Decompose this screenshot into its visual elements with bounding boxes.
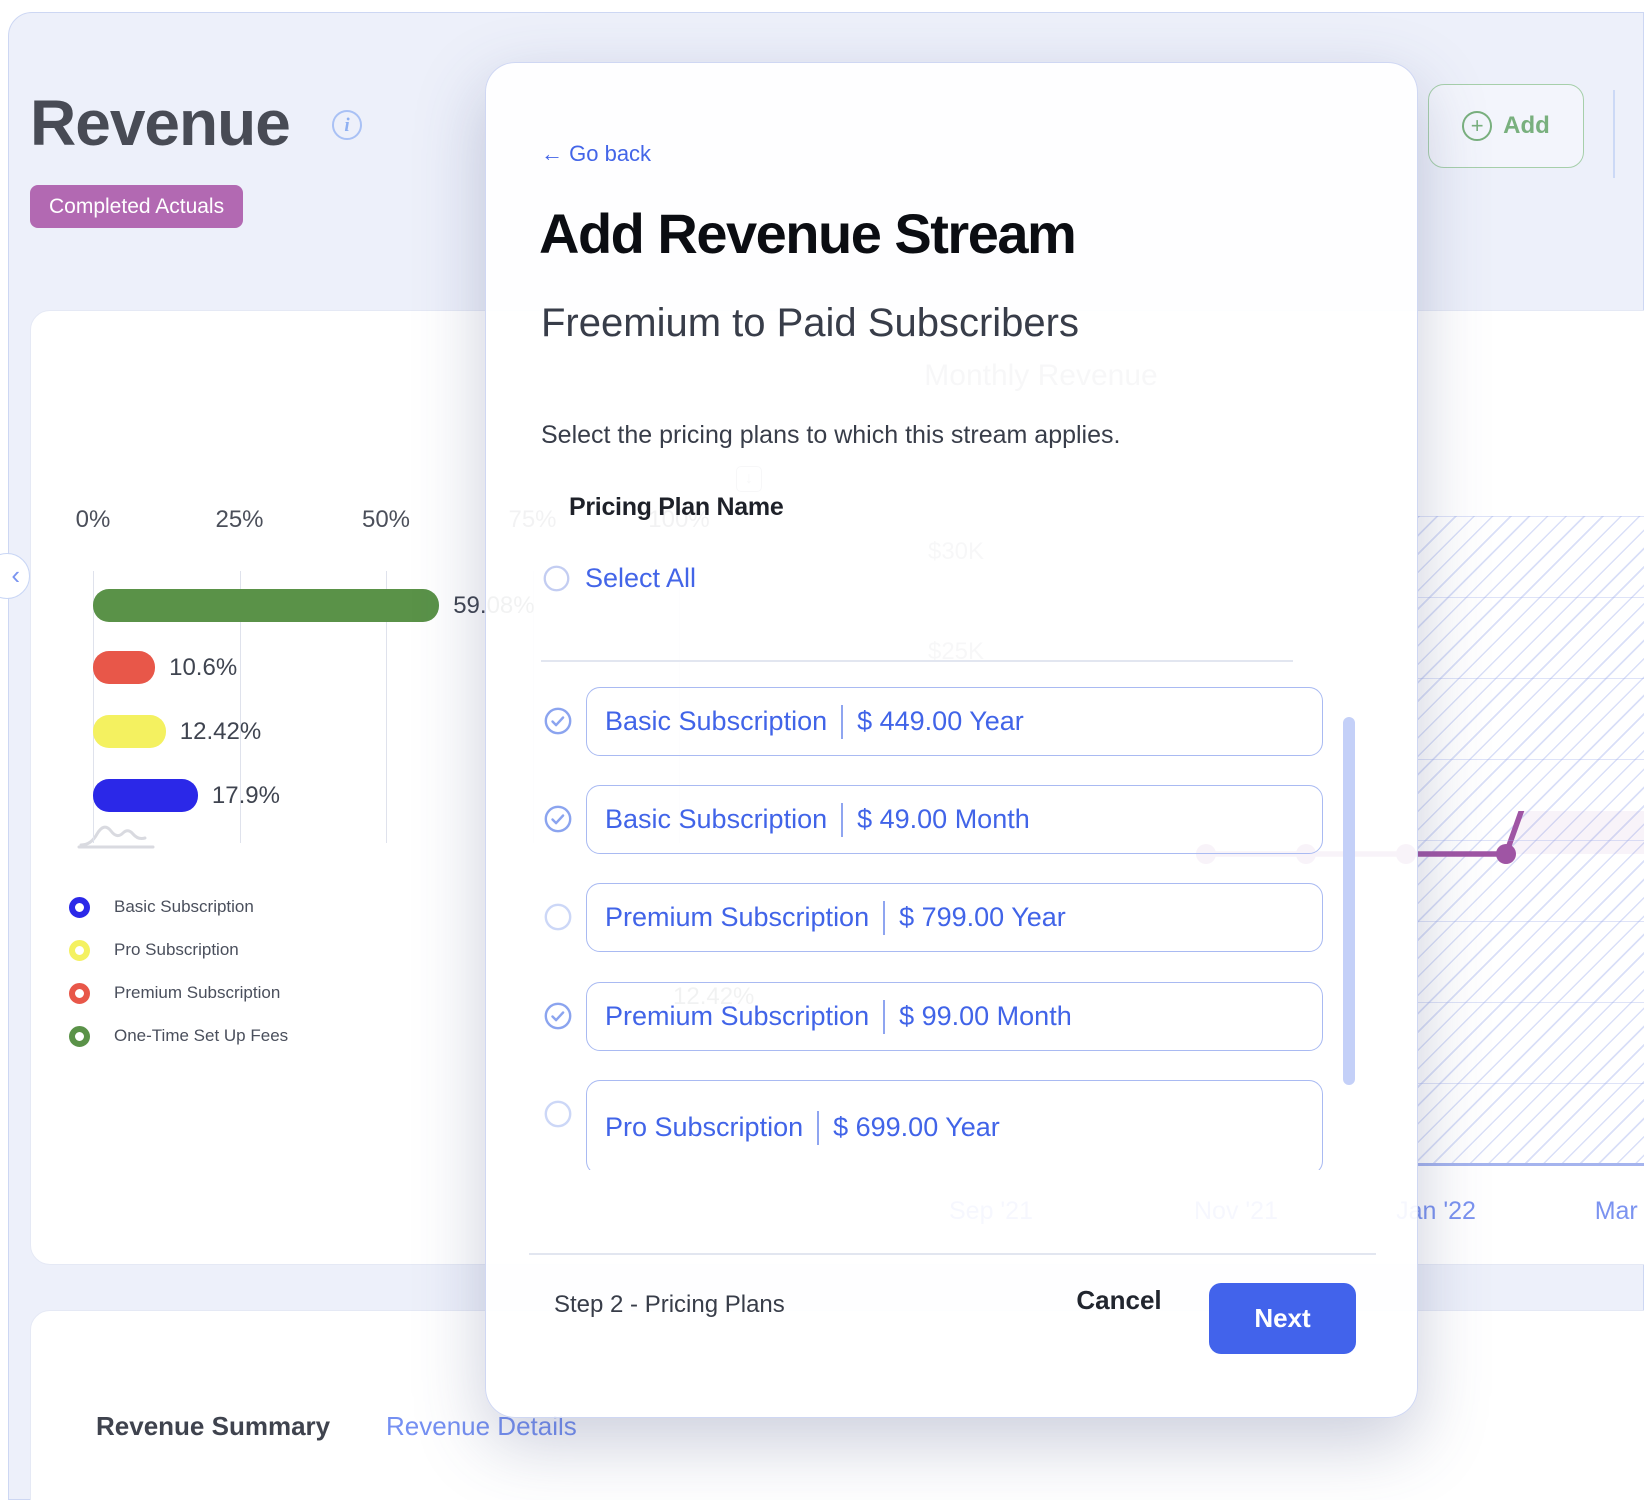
bar-axis-tick: 25%: [215, 506, 264, 533]
plan-price: $ 449.00 Year: [857, 706, 1024, 736]
plan-name: Basic Subscription: [605, 804, 828, 834]
legend-item: One-Time Set Up Fees: [69, 1025, 288, 1047]
info-icon[interactable]: i: [332, 110, 362, 140]
page-title: Revenue: [30, 87, 291, 159]
line-chart-gridline: [1417, 840, 1644, 841]
line-chart-gridline: [1417, 921, 1644, 922]
modal-description: Select the pricing plans to which this s…: [541, 421, 1121, 449]
select-all-label: Select All: [585, 563, 697, 593]
bar-2: [93, 715, 166, 748]
plan-name: Premium Subscription: [605, 1001, 870, 1031]
header-divider: [1613, 90, 1615, 178]
bar-gridline: [239, 571, 241, 843]
wizard-step-label: Step 2 - Pricing Plans: [554, 1291, 785, 1318]
line-chart-gridline: [1417, 1002, 1644, 1003]
add-button[interactable]: + Add: [1428, 84, 1584, 168]
plan-price: $ 699.00 Year: [833, 1112, 1000, 1142]
bar-value-label: 10.6%: [169, 654, 238, 681]
select-all-option[interactable]: Select All: [543, 563, 696, 594]
line-chart-gridline: [1417, 678, 1644, 679]
line-chart-gridline: [1417, 516, 1644, 517]
legend-label: Basic Subscription: [114, 897, 254, 916]
plan-checkbox-checked[interactable]: [544, 805, 572, 833]
pricing-plan-column-header: Pricing Plan Name: [569, 493, 784, 521]
go-back-link[interactable]: ← Go back: [541, 141, 652, 166]
next-button[interactable]: Next: [1209, 1283, 1356, 1354]
plan-separator: [817, 1110, 820, 1145]
plan-name: Basic Subscription: [605, 706, 828, 736]
plan-option[interactable]: Basic Subscription $ 49.00 Month: [586, 785, 1323, 854]
plan-option[interactable]: Basic Subscription $ 449.00 Year: [586, 687, 1323, 756]
plan-checkbox-checked[interactable]: [544, 1002, 572, 1030]
plan-name: Pro Subscription: [605, 1112, 804, 1142]
plan-option[interactable]: Pro Subscription $ 699.00 Year: [586, 1080, 1323, 1170]
status-badge: Completed Actuals: [30, 185, 244, 228]
list-top-divider: [541, 660, 1293, 662]
legend-ring-icon: [69, 982, 90, 1004]
bar-gridline: [93, 571, 94, 843]
plan-price: $ 799.00 Year: [899, 902, 1066, 932]
line-chart-gridline: [1417, 759, 1644, 760]
legend-label: Premium Subscription: [114, 983, 281, 1002]
bar-1: [93, 651, 156, 684]
bar-value-label: 17.9%: [211, 782, 280, 809]
legend-item: Premium Subscription: [69, 982, 280, 1004]
cancel-button[interactable]: Cancel: [1076, 1285, 1162, 1315]
bar-axis-tick: 50%: [361, 506, 411, 533]
plan-checkbox-checked[interactable]: [544, 707, 572, 735]
plan-separator: [841, 704, 844, 739]
plan-checkbox-unchecked[interactable]: [544, 903, 572, 931]
bar-0: [93, 589, 440, 622]
plan-checkbox-unchecked[interactable]: [544, 1100, 572, 1128]
plan-option[interactable]: Premium Subscription $ 799.00 Year: [586, 883, 1323, 952]
legend-ring-icon: [69, 939, 90, 961]
pricing-plan-list: Basic Subscription $ 449.00 Year Basic Sub…: [486, 673, 1419, 1170]
plan-option[interactable]: Premium Subscription $ 99.00 Month: [586, 982, 1323, 1051]
legend-label: One-Time Set Up Fees: [114, 1026, 289, 1045]
legend-label: Pro Subscription: [114, 940, 239, 959]
x-axis-line: [1417, 1163, 1644, 1166]
tab-revenue-summary[interactable]: Revenue Summary: [96, 1411, 331, 1441]
add-revenue-stream-modal: ← Go back Add Revenue Stream Freemium to…: [485, 62, 1418, 1418]
plan-price: $ 49.00 Month: [857, 804, 1030, 834]
add-button-label: Add: [1503, 112, 1550, 139]
plan-separator: [841, 802, 844, 837]
legend-item: Basic Subscription: [69, 896, 254, 918]
plus-icon: +: [1462, 111, 1493, 141]
plan-price: $ 99.00 Month: [899, 1001, 1072, 1031]
bar-axis-tick: 0%: [75, 506, 111, 533]
line-chart-gridline: [1417, 1083, 1644, 1084]
x-axis-label: Mar '22: [1594, 1197, 1644, 1225]
bar-gridline: [386, 571, 387, 843]
bar-value-label: 12.42%: [179, 718, 262, 745]
line-chart-gridline: [1417, 597, 1644, 598]
legend-ring-icon: [69, 896, 90, 918]
plan-separator: [883, 999, 886, 1034]
bar-3: [93, 779, 198, 812]
list-scrollbar[interactable]: [1343, 717, 1355, 1085]
back-arrow-icon: ←: [541, 141, 563, 166]
legend-ring-icon: [69, 1025, 90, 1047]
sparkline-decoration-icon: [77, 825, 155, 849]
modal-title: Add Revenue Stream: [539, 202, 1077, 265]
footer-divider: [529, 1253, 1376, 1255]
plan-separator: [883, 900, 886, 935]
modal-subtitle: Freemium to Paid Subscribers: [541, 301, 1079, 345]
plan-name: Premium Subscription: [605, 902, 870, 932]
select-all-radio-icon[interactable]: [543, 565, 570, 592]
legend-item: Pro Subscription: [69, 939, 239, 961]
